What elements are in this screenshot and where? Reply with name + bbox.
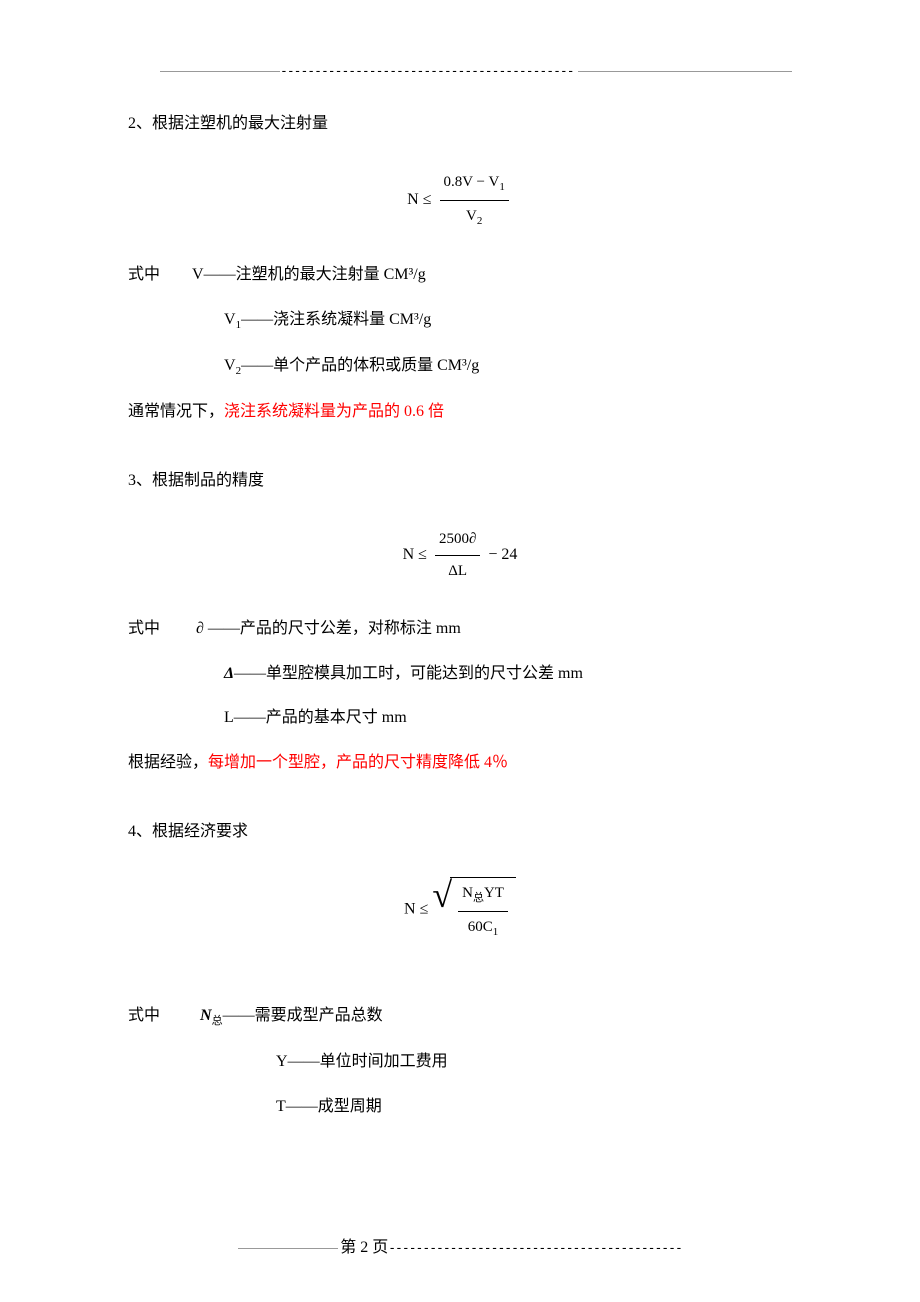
section3-title: 3、根据制品的精度 (128, 467, 792, 496)
section4-def1: 式中 N总——需要成型产品总数 (128, 1002, 792, 1032)
section4-formula: N ≤ √ N总YT 60C1 (128, 877, 792, 943)
section3-def1: 式中 ∂ ——产品的尺寸公差，对称标注 mm (128, 615, 792, 644)
section2-formula: N ≤ 0.8V − V1 V2 (128, 169, 792, 232)
section2-title: 2、根据注塑机的最大注射量 (128, 110, 792, 139)
section2-def2: V1——浇注系统凝料量 CM³/g (224, 306, 792, 336)
section4-def3: T——成型周期 (276, 1093, 792, 1122)
section3-note: 根据经验，每增加一个型腔，产品的尺寸精度降低 4％ (128, 749, 792, 778)
section4-title: 4、根据经济要求 (128, 818, 792, 847)
page-footer: 第 2 页-----------------------------------… (128, 1233, 792, 1257)
section2-note: 通常情况下，浇注系统凝料量为产品的 0.6 倍 (128, 398, 792, 427)
section2-def3: V2——单个产品的体积或质量 CM³/g (224, 352, 792, 382)
section3-formula: N ≤ 2500∂ ΔL − 24 (128, 526, 792, 585)
header-divider: ----------------------------------------… (160, 64, 792, 79)
section4-def2: Y——单位时间加工费用 (276, 1048, 792, 1077)
section3-def2: Δ——单型腔模具加工时，可能达到的尺寸公差 mm (224, 660, 792, 689)
section3-def3: L——产品的基本尺寸 mm (224, 704, 792, 733)
section2-def1: 式中 V——注塑机的最大注射量 CM³/g (128, 261, 792, 290)
page-content: 2、根据注塑机的最大注射量 N ≤ 0.8V − V1 V2 式中 V——注塑机… (128, 110, 792, 1122)
